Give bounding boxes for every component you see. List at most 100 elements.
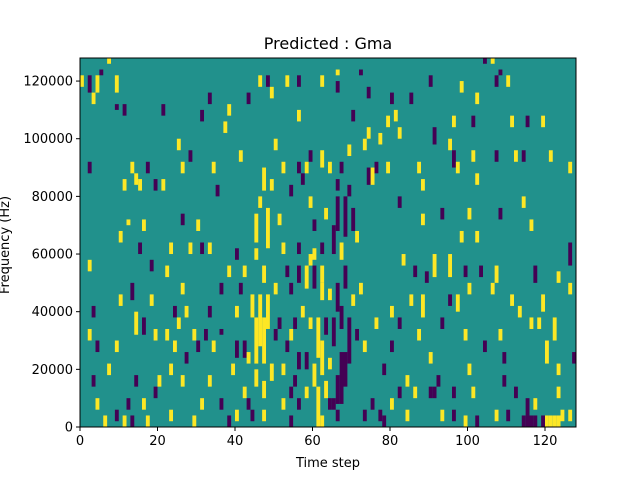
heatmap-cell (335, 409, 340, 422)
heatmap-cell (560, 409, 565, 422)
heatmap-cell (475, 173, 480, 185)
heatmap-cell (273, 138, 278, 151)
heatmap-cell (548, 150, 553, 162)
heatmap-cell (502, 352, 507, 364)
heatmap-cell (335, 81, 340, 93)
heatmap-cell (556, 415, 561, 427)
heatmap-cell (273, 282, 278, 295)
heatmap-cell (95, 398, 100, 410)
heatmap-cell (347, 317, 352, 364)
heatmap-cell (169, 363, 174, 376)
heatmap-cell (382, 415, 387, 427)
heatmap-cell (463, 415, 468, 427)
heatmap-cell (87, 161, 92, 174)
heatmap-cell (541, 115, 546, 128)
heatmap-cell (351, 207, 356, 231)
heatmap-cell (374, 317, 379, 329)
heatmap-cell (134, 375, 139, 387)
heatmap-cell (525, 115, 530, 128)
heatmap-cell (273, 328, 278, 341)
heatmap-cell (494, 409, 499, 422)
y-tick-label: 120000 (23, 75, 73, 90)
heatmap-cell (514, 386, 518, 399)
heatmap-cell (250, 409, 255, 422)
heatmap-cell (169, 242, 174, 255)
heatmap-cell (173, 305, 177, 318)
x-tick-label: 60 (304, 434, 321, 449)
heatmap-cell (308, 317, 313, 329)
heatmap-cell (215, 184, 220, 197)
heatmap-cell (165, 265, 170, 278)
heatmap-cell (494, 75, 499, 87)
heatmap-cell (227, 104, 232, 116)
heatmap-cell (300, 173, 305, 185)
heatmap-cell (138, 179, 143, 191)
heatmap-cell (541, 415, 546, 427)
heatmap-cell (393, 109, 398, 122)
heatmap-cell (359, 282, 363, 295)
heatmap-cell (130, 415, 135, 427)
heatmap-cell (235, 409, 239, 422)
heatmap-cell (126, 219, 131, 226)
heatmap-cell (529, 219, 534, 231)
heatmap-cell (335, 282, 340, 312)
heatmap-cell (297, 352, 301, 370)
heatmap-cell (339, 305, 344, 329)
heatmap-cell (413, 386, 418, 399)
heatmap-cell (397, 127, 402, 139)
heatmap-cell (467, 207, 472, 220)
heatmap-cell (91, 375, 96, 387)
heatmap-cell (463, 328, 468, 341)
heatmap-cell (200, 242, 205, 255)
heatmap-cell (161, 179, 166, 191)
heatmap-cell (498, 328, 503, 341)
heatmap-cell (339, 242, 344, 260)
heatmap-cell (281, 363, 286, 376)
heatmap-cell (428, 352, 433, 364)
heatmap-cell (242, 340, 247, 358)
heatmap-cell (568, 242, 573, 266)
heatmap-cell (188, 150, 193, 162)
heatmap-cell (145, 161, 150, 174)
heatmap-cell (254, 369, 259, 387)
heatmap-cell (258, 75, 263, 87)
heatmap-cell (246, 92, 251, 105)
heatmap-cell (285, 75, 290, 87)
x-tick-label: 0 (76, 434, 84, 449)
heatmap-cell (169, 409, 174, 422)
heatmap-cell (529, 317, 534, 329)
heatmap-cell (192, 415, 197, 427)
heatmap-cell (552, 317, 557, 341)
heatmap-cell (289, 282, 294, 295)
heatmap-cell (475, 415, 480, 427)
heatmap-cell (269, 179, 274, 191)
heatmap-cell (211, 340, 216, 353)
heatmap-cell (262, 409, 267, 422)
heatmap-cell (362, 138, 367, 151)
y-axis-label: Frequency (Hz) (0, 196, 13, 294)
heatmap-cell (269, 86, 274, 99)
heatmap-cell (397, 386, 402, 399)
heatmap-cell (568, 409, 573, 422)
heatmap-cell (95, 75, 100, 93)
heatmap-cell (378, 409, 383, 422)
heatmap-cell (517, 305, 522, 318)
heatmap-cell (142, 219, 146, 231)
heatmap-cell (459, 81, 464, 93)
heatmap-cell (153, 328, 158, 341)
x-tick-label: 100 (455, 434, 480, 449)
heatmap-cell (533, 265, 538, 283)
heatmap-cell (262, 167, 267, 191)
heatmap-cell (331, 398, 336, 410)
heatmap-cell (331, 225, 336, 255)
heatmap-cell (149, 259, 154, 272)
heatmap-cell (161, 104, 166, 116)
heatmap-cell (95, 340, 100, 353)
heatmap-cell (312, 363, 317, 387)
heatmap-cell (328, 288, 332, 301)
heatmap-cell (176, 138, 181, 151)
heatmap-cell (207, 242, 212, 255)
heatmap-background (80, 58, 576, 427)
heatmap-cell (285, 265, 290, 278)
heatmap-cell (320, 340, 325, 376)
